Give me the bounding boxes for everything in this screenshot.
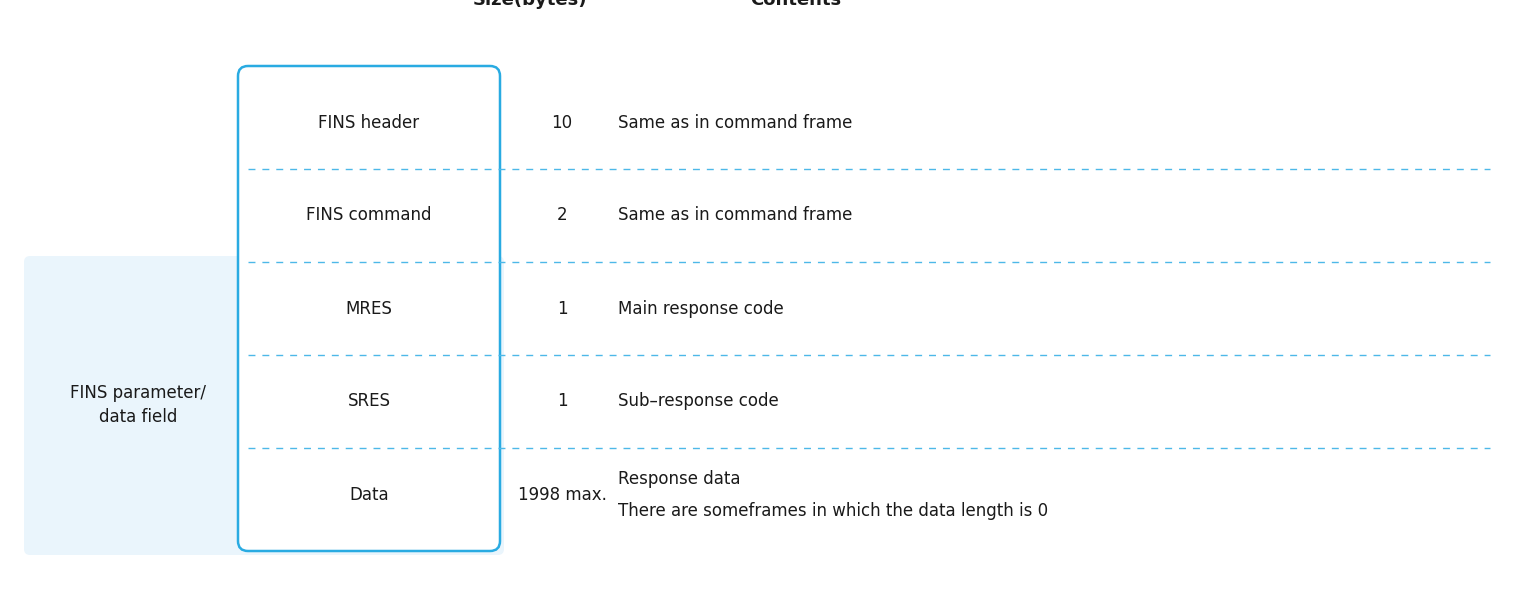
Text: Same as in command frame: Same as in command frame	[619, 206, 853, 224]
Text: Main response code: Main response code	[619, 299, 784, 317]
Text: 2: 2	[556, 206, 567, 224]
Text: FINS header: FINS header	[318, 113, 420, 131]
FancyBboxPatch shape	[239, 66, 500, 551]
Text: FINS command: FINS command	[306, 206, 432, 224]
Text: Size(bytes): Size(bytes)	[473, 0, 587, 9]
Text: Contents: Contents	[749, 0, 841, 9]
Text: FINS parameter/: FINS parameter/	[70, 384, 207, 402]
FancyBboxPatch shape	[24, 256, 505, 555]
Text: Response data: Response data	[619, 469, 740, 487]
Text: MRES: MRES	[345, 299, 392, 317]
Text: Sub–response code: Sub–response code	[619, 392, 778, 410]
Text: 1: 1	[556, 299, 567, 317]
Text: SRES: SRES	[348, 392, 391, 410]
Text: 1998 max.: 1998 max.	[518, 485, 606, 503]
Text: There are someframes in which the data length is 0: There are someframes in which the data l…	[619, 501, 1049, 519]
Text: Data: Data	[350, 485, 389, 503]
Text: 1: 1	[556, 392, 567, 410]
Text: data field: data field	[99, 408, 178, 426]
Text: Same as in command frame: Same as in command frame	[619, 113, 853, 131]
Text: 10: 10	[552, 113, 573, 131]
